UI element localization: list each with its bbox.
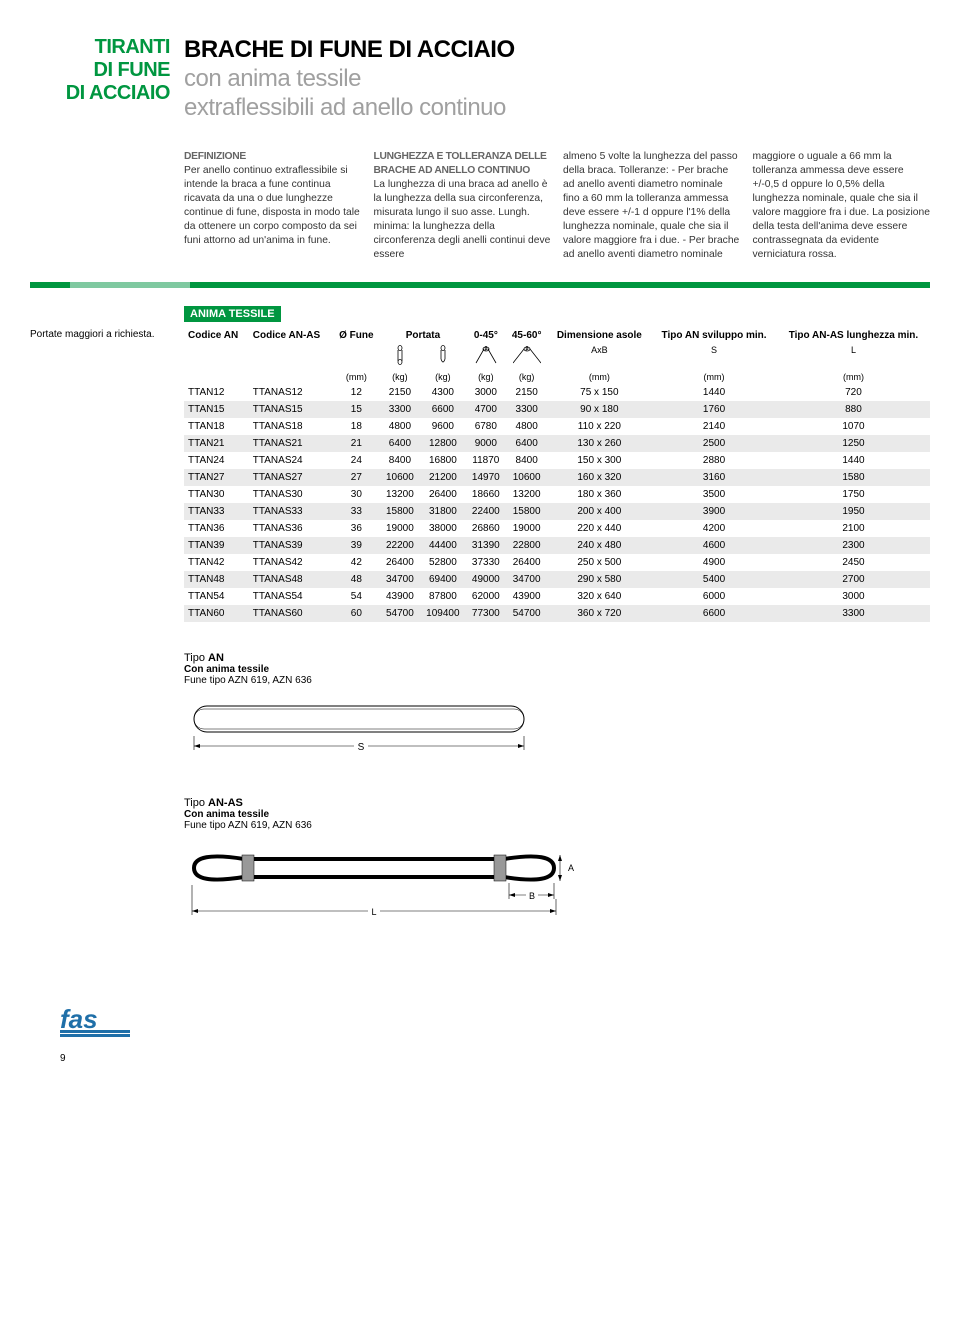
svg-text:S: S — [358, 742, 365, 753]
table-row: TTAN27TTANAS272710600212001497010600160 … — [184, 469, 930, 486]
table-row: TTAN24TTANAS2424840016800118708400150 x … — [184, 452, 930, 469]
table-row: TTAN18TTANAS18184800960067804800110 x 22… — [184, 418, 930, 435]
section-category-l1: TIRANTI — [30, 36, 170, 59]
section-category-l2: DI FUNE — [30, 59, 170, 82]
unit-mm-3: (mm) — [651, 370, 777, 384]
vertical-sling-icon — [394, 345, 406, 365]
type-an-diagram: S — [184, 696, 544, 766]
svg-text:B: B — [529, 891, 535, 901]
unit-kg-2: (kg) — [420, 370, 466, 384]
th-asole-sub: AxB — [548, 343, 652, 370]
basket-4560-icon: β — [513, 345, 541, 365]
col1-text: Per anello continuo extraflessibile si i… — [184, 165, 360, 245]
unit-mm-4: (mm) — [777, 370, 930, 384]
unit-mm-1: (mm) — [333, 370, 380, 384]
choker-sling-icon — [437, 345, 449, 365]
section-category-l3: DI ACCIAIO — [30, 82, 170, 105]
side-note: Portate maggiori a richiesta. — [30, 328, 184, 622]
th-portata-045: 0-45° — [466, 328, 506, 343]
unit-mm-2: (mm) — [548, 370, 652, 384]
unit-kg-4: (kg) — [506, 370, 548, 384]
page-title: BRACHE DI FUNE DI ACCIAIO — [184, 36, 515, 65]
unit-kg-1: (kg) — [380, 370, 420, 384]
th-asole: Dimensione asole — [548, 328, 652, 343]
brand-logo: fas — [60, 1006, 930, 1045]
page-number: 9 — [60, 1053, 930, 1064]
th-tipo-an: Tipo AN sviluppo min. — [651, 328, 777, 343]
table-row: TTAN15TTANAS1515330066004700330090 x 180… — [184, 401, 930, 418]
table-row: TTAN30TTANAS303013200264001866013200180 … — [184, 486, 930, 503]
table-row: TTAN42TTANAS424226400528003733026400250 … — [184, 554, 930, 571]
page-subtitle-1: con anima tessile — [184, 65, 515, 94]
th-fune: Ø Fune — [333, 328, 380, 343]
table-row: TTAN60TTANAS6060547001094007730054700360… — [184, 605, 930, 622]
definition-columns: DEFINIZIONE Per anello continuo extrafle… — [184, 150, 930, 261]
th-codice-an: Codice AN — [184, 328, 249, 343]
table-row: TTAN33TTANAS333315800318002240015800200 … — [184, 503, 930, 520]
unit-kg-3: (kg) — [466, 370, 506, 384]
th-tipo-anas: Tipo AN-AS lunghezza min. — [777, 328, 930, 343]
type-anas-diagram: A B L — [184, 841, 584, 941]
type-an-block: Tipo AN Con anima tessile Fune tipo AZN … — [184, 652, 930, 771]
col1-heading: DEFINIZIONE — [184, 150, 362, 164]
th-anas-sub: L — [777, 343, 930, 370]
col4-text: maggiore o uguale a 66 mm la tolleranza … — [753, 151, 930, 259]
divider-bar — [30, 282, 930, 288]
table-row: TTAN54TTANAS545443900878006200043900320 … — [184, 588, 930, 605]
th-portata-4560: 45-60° — [506, 328, 548, 343]
table-row: TTAN36TTANAS363619000380002686019000220 … — [184, 520, 930, 537]
th-an-sub: S — [651, 343, 777, 370]
spec-table: Codice AN Codice AN-AS Ø Fune Portata 0-… — [184, 328, 930, 622]
svg-text:fas: fas — [60, 1006, 98, 1034]
svg-text:A: A — [568, 863, 574, 873]
basket-045-icon: β — [474, 345, 498, 365]
col2-text: La lunghezza di una braca ad anello è la… — [374, 179, 551, 259]
col2-heading: LUNGHEZZA E TOLLERANZA DELLE BRACHE AD A… — [374, 150, 552, 178]
table-row: TTAN39TTANAS393922200444003139022800240 … — [184, 537, 930, 554]
type-anas-block: Tipo AN-AS Con anima tessile Fune tipo A… — [184, 797, 930, 946]
page-header: TIRANTI DI FUNE DI ACCIAIO BRACHE DI FUN… — [30, 36, 930, 122]
section-label: ANIMA TESSILE — [184, 306, 281, 322]
table-row: TTAN12TTANAS1212215043003000215075 x 150… — [184, 384, 930, 401]
page-subtitle-2: extraflessibili ad anello continuo — [184, 94, 515, 123]
col3-text: almeno 5 volte la lunghezza del passo de… — [563, 151, 739, 259]
svg-text:L: L — [371, 907, 376, 917]
th-codice-anas: Codice AN-AS — [249, 328, 333, 343]
table-row: TTAN48TTANAS484834700694004900034700290 … — [184, 571, 930, 588]
table-row: TTAN21TTANAS212164001280090006400130 x 2… — [184, 435, 930, 452]
th-portata: Portata — [380, 328, 466, 343]
